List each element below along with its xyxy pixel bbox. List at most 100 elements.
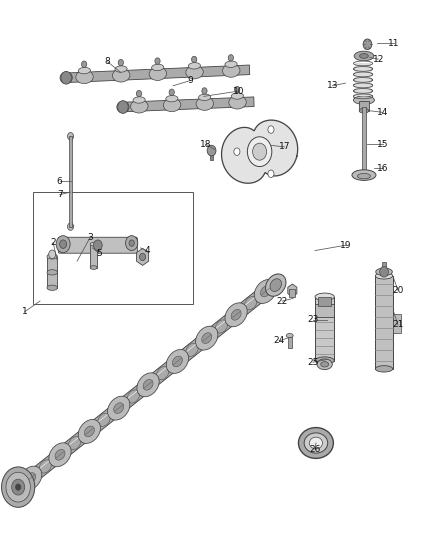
- Ellipse shape: [298, 427, 333, 458]
- Circle shape: [191, 56, 197, 63]
- Circle shape: [56, 236, 70, 253]
- Circle shape: [380, 266, 389, 277]
- Ellipse shape: [143, 379, 153, 390]
- Ellipse shape: [186, 343, 198, 357]
- Ellipse shape: [202, 333, 212, 343]
- Text: 1: 1: [22, 307, 28, 316]
- Ellipse shape: [357, 173, 371, 179]
- Ellipse shape: [78, 419, 100, 443]
- Polygon shape: [288, 284, 297, 297]
- Circle shape: [268, 126, 274, 133]
- Ellipse shape: [186, 66, 203, 79]
- Ellipse shape: [270, 279, 282, 292]
- Ellipse shape: [352, 169, 376, 180]
- Circle shape: [155, 58, 160, 64]
- Circle shape: [93, 240, 102, 251]
- Polygon shape: [123, 97, 254, 112]
- Text: 23: 23: [307, 315, 318, 324]
- Circle shape: [235, 86, 240, 93]
- Ellipse shape: [137, 373, 159, 397]
- Bar: [359, 101, 369, 111]
- Circle shape: [136, 91, 141, 97]
- Ellipse shape: [20, 466, 42, 490]
- Circle shape: [363, 39, 372, 50]
- Ellipse shape: [166, 95, 178, 102]
- Bar: [362, 107, 366, 171]
- Ellipse shape: [231, 309, 241, 320]
- Ellipse shape: [286, 334, 293, 338]
- Text: 21: 21: [392, 320, 404, 329]
- Circle shape: [126, 236, 138, 251]
- Polygon shape: [222, 120, 298, 183]
- Text: 24: 24: [274, 336, 285, 345]
- Ellipse shape: [26, 473, 35, 483]
- Circle shape: [129, 240, 134, 246]
- Circle shape: [234, 148, 240, 156]
- Circle shape: [67, 133, 74, 140]
- Ellipse shape: [78, 67, 90, 74]
- Ellipse shape: [315, 293, 334, 301]
- Circle shape: [247, 137, 272, 166]
- Ellipse shape: [198, 94, 211, 101]
- Ellipse shape: [231, 93, 244, 99]
- Circle shape: [2, 467, 35, 507]
- Text: 5: 5: [96, 249, 102, 258]
- Text: 2: 2: [50, 238, 56, 247]
- Ellipse shape: [375, 366, 393, 372]
- Text: 4: 4: [144, 246, 150, 255]
- Ellipse shape: [309, 437, 322, 449]
- FancyBboxPatch shape: [58, 237, 138, 253]
- Ellipse shape: [376, 268, 392, 276]
- Text: 6: 6: [57, 177, 63, 186]
- Circle shape: [61, 71, 71, 84]
- Bar: [382, 262, 386, 272]
- Text: 25: 25: [307, 358, 318, 367]
- Ellipse shape: [39, 460, 51, 473]
- Text: 11: 11: [388, 39, 399, 48]
- Bar: [355, 63, 371, 96]
- Bar: [90, 244, 97, 268]
- Polygon shape: [13, 274, 283, 496]
- Bar: [289, 289, 295, 297]
- Ellipse shape: [360, 54, 368, 59]
- Text: 14: 14: [377, 108, 389, 117]
- Ellipse shape: [254, 279, 276, 303]
- Bar: [33, 192, 193, 304]
- Ellipse shape: [215, 320, 228, 333]
- Circle shape: [15, 484, 21, 490]
- Ellipse shape: [90, 266, 97, 269]
- Text: 18: 18: [200, 140, 212, 149]
- Text: 22: 22: [277, 296, 288, 305]
- Circle shape: [12, 479, 25, 495]
- Ellipse shape: [261, 286, 270, 297]
- Bar: [393, 314, 401, 333]
- Ellipse shape: [49, 443, 71, 467]
- Ellipse shape: [113, 69, 130, 82]
- Text: 13: 13: [327, 81, 338, 90]
- Ellipse shape: [225, 61, 237, 68]
- Ellipse shape: [245, 296, 257, 310]
- Ellipse shape: [353, 96, 374, 104]
- Text: 19: 19: [340, 241, 351, 250]
- Bar: [318, 297, 331, 306]
- Polygon shape: [137, 248, 148, 265]
- Ellipse shape: [223, 64, 240, 77]
- Circle shape: [253, 143, 267, 160]
- Text: 12: 12: [373, 55, 384, 63]
- Bar: [315, 297, 334, 361]
- Text: 8: 8: [105, 58, 110, 66]
- Ellipse shape: [359, 108, 369, 113]
- Ellipse shape: [375, 272, 393, 279]
- Ellipse shape: [229, 96, 246, 109]
- Circle shape: [228, 55, 233, 61]
- Ellipse shape: [127, 390, 139, 403]
- Text: 16: 16: [377, 164, 389, 173]
- Bar: [375, 276, 393, 369]
- Ellipse shape: [114, 403, 124, 414]
- Ellipse shape: [85, 426, 94, 437]
- Polygon shape: [66, 65, 250, 83]
- Ellipse shape: [117, 101, 129, 113]
- Ellipse shape: [60, 72, 72, 84]
- Circle shape: [6, 472, 30, 502]
- Circle shape: [118, 60, 124, 66]
